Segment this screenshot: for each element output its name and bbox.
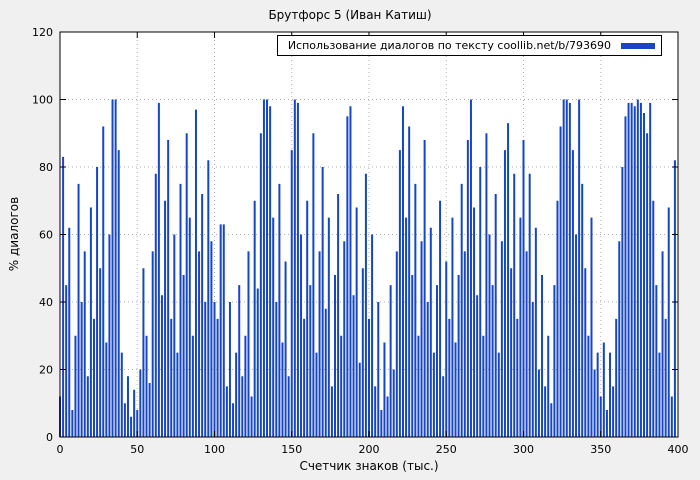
x-tick-label: 150 [281, 443, 302, 456]
y-tick-label: 60 [39, 229, 53, 242]
x-tick-label: 200 [359, 443, 380, 456]
x-tick-label: 350 [590, 443, 611, 456]
y-tick-label: 100 [32, 94, 53, 107]
legend: Использование диалогов по тексту coollib… [276, 35, 662, 56]
x-tick-label: 400 [668, 443, 689, 456]
y-tick-label: 120 [32, 26, 53, 39]
y-tick-label: 80 [39, 161, 53, 174]
x-tick-label: 0 [57, 443, 64, 456]
legend-label: Использование диалогов по тексту coollib… [287, 39, 611, 52]
y-tick-label: 40 [39, 296, 53, 309]
y-tick-label: 0 [46, 431, 53, 444]
y-tick-label: 20 [39, 364, 53, 377]
x-tick-label: 100 [204, 443, 225, 456]
x-tick-label: 50 [130, 443, 144, 456]
x-tick-label: 300 [513, 443, 534, 456]
chart-title: Брутфорс 5 (Иван Катиш) [268, 8, 432, 22]
x-tick-label: 250 [436, 443, 457, 456]
y-axis-label: % диалогов [7, 196, 21, 272]
x-axis-label: Счетчик знаков (тыс.) [299, 459, 439, 473]
legend-swatch [621, 42, 655, 49]
